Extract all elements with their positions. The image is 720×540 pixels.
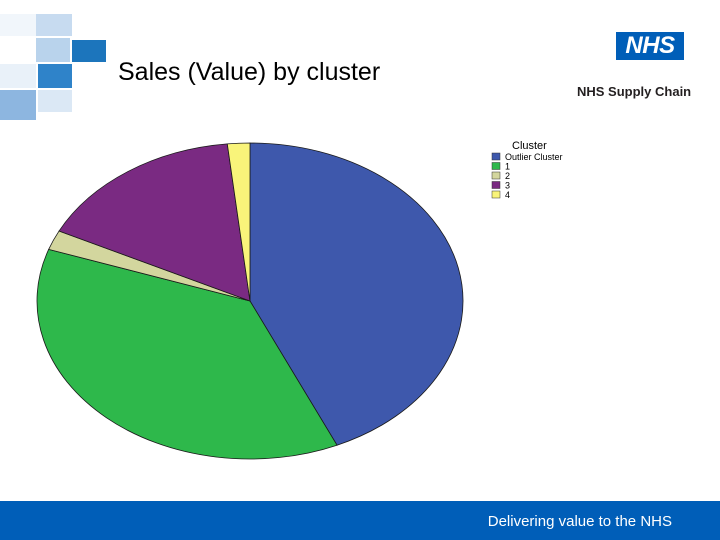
legend-title: Cluster	[512, 140, 547, 152]
legend-label-0: Outlier Cluster	[505, 152, 563, 162]
legend-label-3: 3	[505, 181, 510, 191]
square	[36, 14, 72, 36]
footer-tagline: Delivering value to the NHS	[487, 513, 672, 530]
page-title: Sales (Value) by cluster	[118, 58, 381, 86]
square	[72, 40, 106, 62]
square	[38, 64, 72, 88]
nhs-logo: NHS	[616, 32, 684, 60]
pie-slice-3	[58, 143, 251, 302]
square	[36, 38, 70, 62]
square	[0, 90, 36, 120]
nhs-supply-chain-label: NHS Supply Chain	[577, 84, 692, 99]
legend-swatch-0	[491, 152, 501, 161]
legend-swatch-4	[491, 190, 501, 199]
footer-bar: Delivering value to the NHS	[0, 501, 720, 540]
square	[0, 64, 36, 88]
legend-label-2: 2	[505, 171, 510, 181]
legend-label-4: 4	[505, 190, 510, 200]
square	[0, 14, 36, 36]
pie-slice-4	[226, 142, 251, 302]
square	[38, 90, 72, 112]
legend-label-1: 1	[505, 162, 510, 172]
square	[0, 38, 36, 62]
decorative-squares	[0, 0, 110, 125]
legend-swatch-2	[491, 171, 501, 180]
pie-slices	[36, 142, 464, 460]
pie-slice-0	[249, 142, 464, 446]
legend-swatch-3	[491, 181, 501, 189]
pie-slice-1	[36, 248, 338, 460]
legend-swatch-1	[491, 162, 501, 170]
